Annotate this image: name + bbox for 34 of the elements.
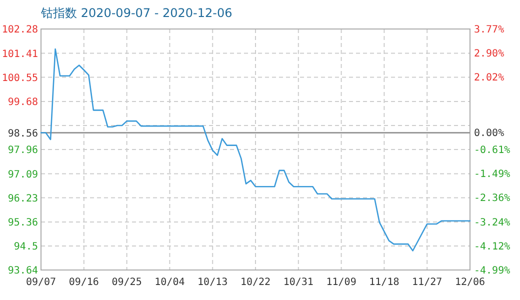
y-tick-label: 95.36 xyxy=(8,218,38,229)
y2-tick-label: -3.24% xyxy=(474,217,510,228)
y2-tick-label: 0.00% xyxy=(474,128,504,140)
y-tick-label: 98.56 xyxy=(8,128,38,140)
x-tick-label: 11/18 xyxy=(369,277,400,288)
x-tick-label: 09/07 xyxy=(26,277,56,288)
x-tick-label: 10/31 xyxy=(283,277,314,288)
y2-tick-label: -4.99% xyxy=(474,266,510,276)
x-tick-label: 09/16 xyxy=(68,277,99,288)
y-tick-label: 97.09 xyxy=(8,169,38,180)
y-tick-label: 102.28 xyxy=(2,24,38,36)
y2-tick-label: -4.12% xyxy=(474,242,510,253)
x-tick-label: 10/13 xyxy=(198,277,228,288)
y-tick-label: 96.23 xyxy=(8,193,38,204)
line-series xyxy=(40,48,471,252)
y-tick-label: 99.68 xyxy=(8,97,38,108)
y2-tick-label: -2.36% xyxy=(474,193,510,204)
y-tick-label: 101.41 xyxy=(2,48,38,60)
x-tick-label: 11/27 xyxy=(412,277,442,288)
x-tick-label: 10/22 xyxy=(240,277,271,288)
x-tick-label: 09/25 xyxy=(112,277,142,288)
y2-tick-label: -0.61% xyxy=(474,145,510,156)
x-tick-label: 12/06 xyxy=(454,277,486,288)
y2-tick-label: 3.77% xyxy=(474,24,504,36)
x-tick-label: 11/09 xyxy=(326,277,356,288)
y-tick-label: 100.55 xyxy=(2,72,38,84)
y-tick-label: 94.5 xyxy=(14,242,38,253)
x-tick-label: 10/04 xyxy=(154,277,185,288)
y-tick-label: 93.64 xyxy=(8,266,38,276)
chart-title: 钴指数 2020-09-07 - 2020-12-06 xyxy=(40,6,232,20)
y-tick-label: 97.96 xyxy=(8,145,38,156)
y2-tick-label: -1.49% xyxy=(474,169,510,180)
y2-tick-label: 2.90% xyxy=(474,48,504,60)
y2-tick-label: 2.02% xyxy=(474,72,504,84)
